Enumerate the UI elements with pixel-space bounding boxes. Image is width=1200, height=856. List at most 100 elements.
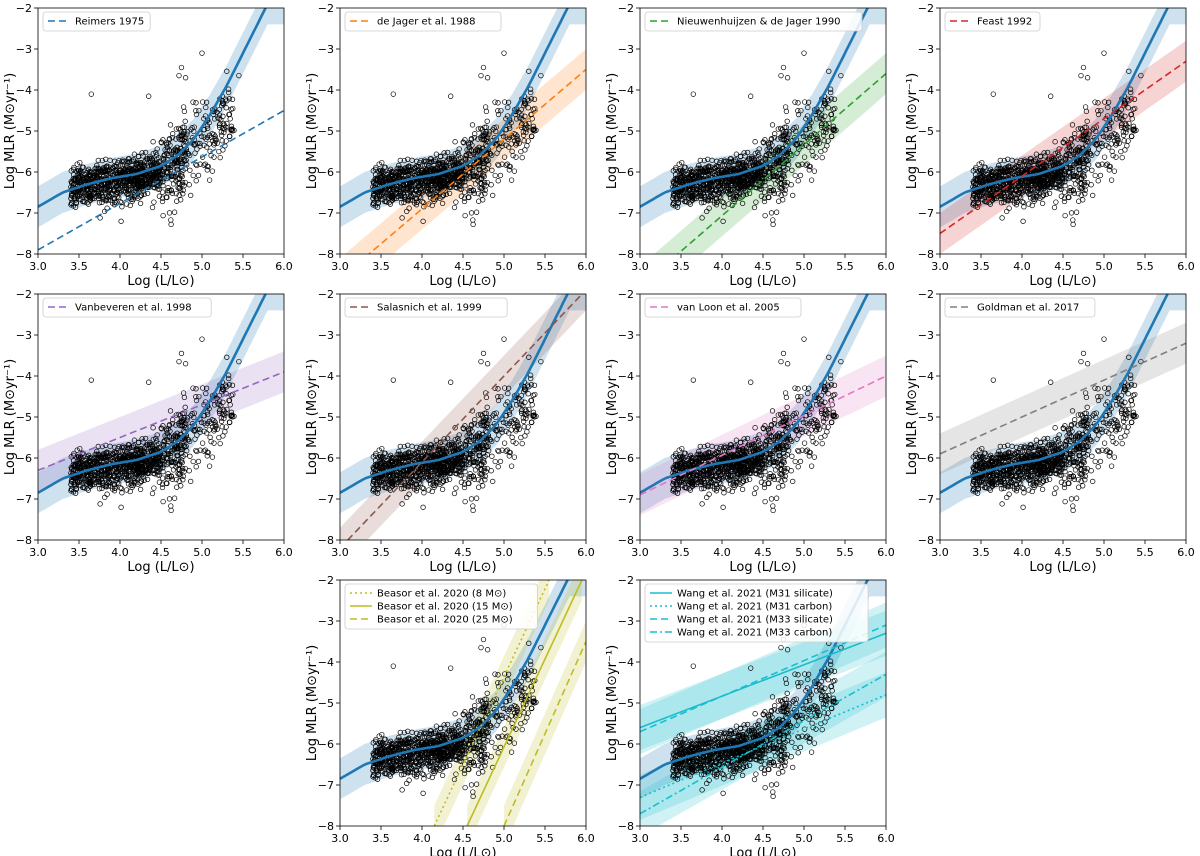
data-point <box>151 171 158 178</box>
data-point <box>997 175 1003 181</box>
data-point <box>780 129 787 135</box>
data-point <box>398 166 404 173</box>
data-point <box>821 138 827 144</box>
data-point <box>203 390 209 397</box>
data-point <box>1074 174 1080 180</box>
data-point <box>433 151 440 157</box>
data-point <box>700 182 706 188</box>
data-point <box>513 154 519 160</box>
data-point <box>219 102 225 109</box>
data-point <box>444 163 450 169</box>
y-tick-label: −5 <box>918 125 934 138</box>
data-point <box>518 115 524 121</box>
data-point <box>528 89 534 96</box>
data-point <box>828 89 834 96</box>
data-point <box>457 186 463 192</box>
data-point <box>798 107 804 114</box>
data-point <box>462 182 468 189</box>
data-point <box>677 174 684 180</box>
data-point <box>173 136 179 142</box>
data-point <box>224 120 230 127</box>
data-point <box>508 141 514 147</box>
data-point <box>169 173 175 180</box>
data-point <box>178 197 184 203</box>
data-point <box>1062 212 1068 219</box>
data-point <box>119 158 125 165</box>
series-line-0 <box>38 109 284 251</box>
x-tick-label: 3.5 <box>672 260 690 273</box>
x-tick-label: 3.0 <box>331 260 349 273</box>
data-point <box>1128 89 1134 96</box>
y-axis-label: Log MLR (M⊙yr⁻¹) <box>305 73 320 189</box>
data-point <box>118 218 124 224</box>
data-point <box>1076 148 1082 154</box>
y-tick-label: −3 <box>618 43 634 56</box>
data-point <box>1111 131 1117 137</box>
data-point <box>468 147 474 153</box>
data-point <box>1102 99 1108 105</box>
data-point <box>452 139 458 145</box>
data-point <box>1037 180 1043 187</box>
data-point <box>677 188 683 195</box>
data-point <box>679 179 685 185</box>
data-point <box>387 166 394 172</box>
data-point <box>1097 172 1104 179</box>
data-point <box>452 150 458 157</box>
data-point <box>111 488 118 494</box>
data-point <box>1126 68 1132 74</box>
data-point <box>981 164 987 170</box>
data-point <box>373 177 379 183</box>
legend-label: de Jager et al. 1988 <box>377 17 476 28</box>
data-point <box>147 155 153 161</box>
data-point <box>803 127 809 133</box>
data-point <box>821 102 827 109</box>
data-point <box>154 156 160 162</box>
data-point <box>182 134 189 141</box>
data-point <box>70 203 77 209</box>
data-point <box>770 221 776 228</box>
data-point <box>432 158 439 164</box>
data-point <box>723 158 729 165</box>
data-point <box>674 197 681 203</box>
data-point <box>765 141 772 148</box>
data-point <box>524 96 531 102</box>
data-point <box>1078 192 1084 198</box>
data-point <box>1020 218 1026 224</box>
y-tick-label: −7 <box>318 207 334 220</box>
data-point <box>438 177 444 184</box>
data-point <box>1090 192 1096 199</box>
data-point <box>226 96 233 102</box>
data-point <box>75 174 82 180</box>
data-point <box>1115 137 1121 143</box>
data-point <box>511 168 518 174</box>
data-point <box>217 440 223 447</box>
data-point <box>1105 136 1111 142</box>
data-point <box>468 210 475 216</box>
data-point <box>730 167 736 173</box>
data-point <box>769 171 776 177</box>
data-point <box>428 187 435 193</box>
data-point <box>397 165 404 171</box>
y-tick-label: −7 <box>16 207 32 220</box>
data-point <box>977 188 983 195</box>
data-point <box>714 199 720 205</box>
data-point <box>1032 158 1039 164</box>
data-point <box>165 169 171 175</box>
data-point <box>467 169 473 175</box>
data-point <box>784 134 791 141</box>
y-tick-label: −6 <box>318 166 334 179</box>
data-point <box>1030 196 1036 202</box>
data-point <box>506 163 512 169</box>
data-point <box>1078 180 1084 186</box>
data-point <box>417 159 423 166</box>
data-point <box>208 134 214 140</box>
data-point <box>471 176 477 183</box>
data-point <box>203 104 209 111</box>
data-point <box>84 195 90 201</box>
data-point <box>1118 148 1124 155</box>
data-point <box>135 153 142 159</box>
data-point <box>111 187 118 193</box>
data-point <box>1067 187 1073 194</box>
data-point <box>72 197 79 203</box>
